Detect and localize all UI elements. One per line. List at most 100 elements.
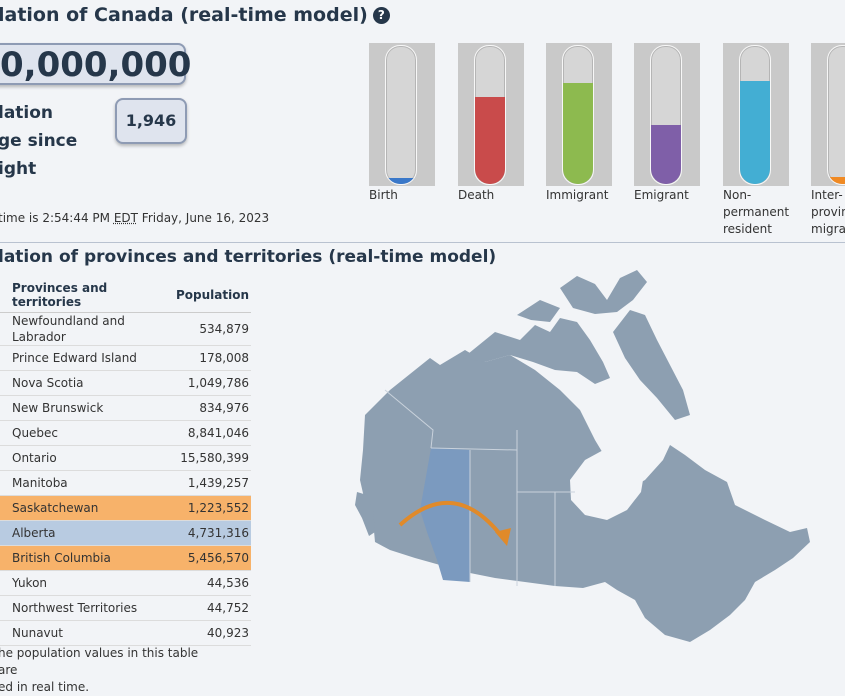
- province-name-text: Manitoba: [12, 476, 68, 490]
- province-population: 1,223,552: [161, 495, 251, 521]
- province-population: 40,923: [161, 620, 251, 646]
- gauge-label: Death: [458, 188, 495, 202]
- gauge-label: Immigrant: [546, 188, 609, 202]
- gauge-fill: [386, 178, 416, 184]
- population-change-label-line: ge since: [0, 131, 78, 151]
- gauge-non: [723, 43, 789, 186]
- column-header-population: Population: [161, 278, 251, 313]
- province-name: Nova Scotia: [0, 370, 162, 396]
- gauge-fill: [651, 124, 681, 184]
- gauge-fill: [828, 177, 845, 184]
- timestamp-prefix: time is 2:54:44 PM: [0, 211, 114, 225]
- province-population: 534,879: [161, 312, 251, 346]
- map-hudson-bay: [570, 448, 645, 520]
- gauge-tube: [739, 45, 771, 185]
- section-title-provinces: lation of provinces and territories (rea…: [0, 247, 497, 267]
- province-name-text: Saskatchewan: [12, 501, 99, 515]
- map-baffin-island: [613, 310, 690, 420]
- province-name: Saskatchewan: [0, 495, 162, 521]
- table-row[interactable]: Nunavut 40,923: [0, 620, 251, 646]
- province-population: 44,536: [161, 570, 251, 596]
- province-name-text: Alberta: [12, 526, 56, 540]
- map-arctic-islands: [517, 300, 560, 322]
- province-name-text: Newfoundland and Labrador: [12, 314, 125, 344]
- population-counter: 0,000,000: [0, 43, 191, 85]
- table-row[interactable]: Yukon 44,536: [0, 570, 251, 596]
- province-population: 834,976: [161, 395, 251, 421]
- table-row[interactable]: Newfoundland and Labrador 534,879: [0, 312, 251, 346]
- table-row[interactable]: Nova Scotia 1,049,786: [0, 370, 251, 396]
- gauge-label: Non- permanent resident: [723, 188, 790, 236]
- provinces-table: Provinces and territories Population New…: [0, 278, 251, 646]
- gauge-tube: [650, 45, 682, 185]
- timestamp-suffix: Friday, June 16, 2023: [137, 211, 270, 225]
- gauge-label: Birth: [369, 188, 398, 202]
- population-change-value: 1,946: [115, 98, 187, 144]
- gauge-tube: [827, 45, 845, 185]
- table-row[interactable]: Saskatchewan 1,223,552: [0, 495, 251, 521]
- table-row[interactable]: Manitoba 1,439,257: [0, 470, 251, 496]
- province-name-text: Northwest Territories: [12, 601, 138, 615]
- province-name: Nunavut: [0, 620, 162, 646]
- section-divider: [0, 242, 845, 243]
- gauge-label: Emigrant: [634, 188, 689, 202]
- table-row[interactable]: Prince Edward Island 178,008: [0, 345, 251, 371]
- timezone-abbr: EDT: [113, 211, 138, 225]
- gauge-fill: [563, 83, 593, 184]
- province-name: Northwest Territories: [0, 595, 162, 621]
- province-name: New Brunswick: [0, 395, 162, 421]
- gauge-death: [458, 43, 524, 186]
- map-alberta[interactable]: [420, 448, 470, 582]
- province-name-text: Prince Edward Island: [12, 351, 137, 365]
- question-circle-icon[interactable]: ?: [372, 7, 390, 24]
- gauge-birth: [369, 43, 435, 186]
- map-borders: [384, 389, 575, 586]
- province-population: 178,008: [161, 345, 251, 371]
- table-row[interactable]: Northwest Territories 44,752: [0, 595, 251, 621]
- map-coast-islands: [355, 492, 375, 536]
- gauge-fill: [475, 97, 505, 184]
- province-name: Newfoundland and Labrador: [0, 312, 162, 346]
- province-population: 1,439,257: [161, 470, 251, 496]
- timestamp-line: time is 2:54:44 PM EDT Friday, June 16, …: [0, 211, 269, 225]
- province-name: British Columbia: [0, 545, 162, 571]
- gauge-tube: [385, 45, 417, 185]
- province-name-text: British Columbia: [12, 551, 111, 565]
- page-title-text: lation of Canada (real-time model): [0, 4, 368, 26]
- population-change-label-line: lation: [0, 103, 54, 123]
- province-name: Manitoba: [0, 470, 162, 496]
- province-name: Alberta: [0, 520, 162, 546]
- table-row[interactable]: British Columbia 5,456,570: [0, 545, 251, 571]
- province-population: 44,752: [161, 595, 251, 621]
- population-counter-value: 0,000,000: [0, 45, 192, 85]
- table-header-row: Provinces and territories Population: [0, 278, 251, 313]
- table-note: he population values in this table are e…: [0, 645, 218, 696]
- gauge-tube: [474, 45, 506, 185]
- gauge-emigrant: [634, 43, 700, 186]
- province-name: Ontario: [0, 445, 162, 471]
- province-population: 15,580,399: [161, 445, 251, 471]
- population-change-label-line: ight: [0, 159, 37, 179]
- column-header-province: Provinces and territories: [0, 278, 162, 313]
- canada-map[interactable]: [345, 270, 815, 660]
- table-note-line: ed in real time.: [0, 680, 90, 694]
- table-row[interactable]: Quebec 8,841,046: [0, 420, 251, 446]
- province-name-text: Quebec: [12, 426, 59, 440]
- province-population: 5,456,570: [161, 545, 251, 571]
- migration-arrow: [398, 500, 505, 540]
- province-population: 8,841,046: [161, 420, 251, 446]
- map-ellesmere-island: [560, 270, 647, 314]
- gauge-fill: [740, 80, 770, 184]
- province-name-text: Ontario: [12, 451, 57, 465]
- province-population: 1,049,786: [161, 370, 251, 396]
- province-name-text: Nova Scotia: [12, 376, 84, 390]
- table-row[interactable]: Alberta 4,731,316: [0, 520, 251, 546]
- migration-arrow-head: [495, 528, 511, 546]
- page-title: lation of Canada (real-time model)?: [0, 4, 390, 26]
- province-name: Quebec: [0, 420, 162, 446]
- table-row[interactable]: New Brunswick 834,976: [0, 395, 251, 421]
- gauge-tube: [562, 45, 594, 185]
- table-row[interactable]: Ontario 15,580,399: [0, 445, 251, 471]
- province-name-text: Nunavut: [12, 626, 63, 640]
- map-arctic-islands: [463, 318, 610, 384]
